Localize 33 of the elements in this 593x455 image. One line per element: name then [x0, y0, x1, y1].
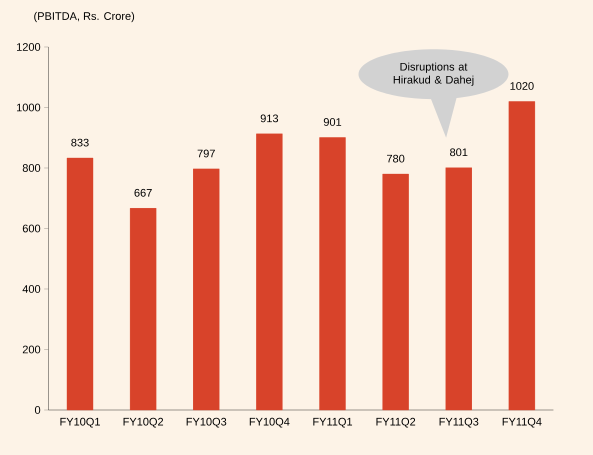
y-tick-label: 400: [22, 285, 40, 293]
x-tick-label: FY11Q3: [440, 418, 478, 428]
bar: [382, 174, 409, 410]
x-tick-label: FY11Q1: [313, 418, 352, 428]
x-tick-label: FY10Q3: [186, 418, 226, 428]
data-label: 801: [450, 148, 468, 156]
data-label: 797: [198, 150, 215, 158]
data-label: 1020: [510, 82, 534, 90]
bar: [193, 168, 220, 410]
y-tick-label: 0: [34, 406, 40, 414]
data-label: 901: [324, 118, 342, 126]
x-tick-label: FY10Q4: [250, 418, 290, 428]
x-tick-label: FY11Q4: [502, 418, 542, 428]
bar: [508, 101, 536, 410]
y-tick-label: 200: [22, 346, 40, 354]
annotation: Disruptions at Hirakud & Dahej: [394, 62, 474, 86]
bar: [256, 134, 283, 410]
bar: [130, 208, 156, 410]
bar: [446, 167, 472, 410]
data-label: 913: [260, 114, 278, 122]
data-label: 667: [134, 188, 152, 197]
data-label: 780: [387, 154, 404, 163]
x-tick-label: FY10Q1: [60, 418, 100, 428]
x-tick-label: FY10Q2: [124, 418, 164, 428]
y-tick-label: 1000: [17, 104, 40, 112]
bar: [319, 137, 346, 410]
x-tick-label: FY11Q2: [376, 418, 416, 428]
y-tick-label: 800: [22, 164, 40, 172]
y-axis-title: (PBITDA, Rs. Crore): [34, 12, 134, 22]
bar: [66, 158, 94, 410]
data-label: 833: [71, 138, 89, 146]
y-tick-label: 600: [22, 224, 40, 232]
y-tick-label: 1200: [17, 43, 40, 51]
